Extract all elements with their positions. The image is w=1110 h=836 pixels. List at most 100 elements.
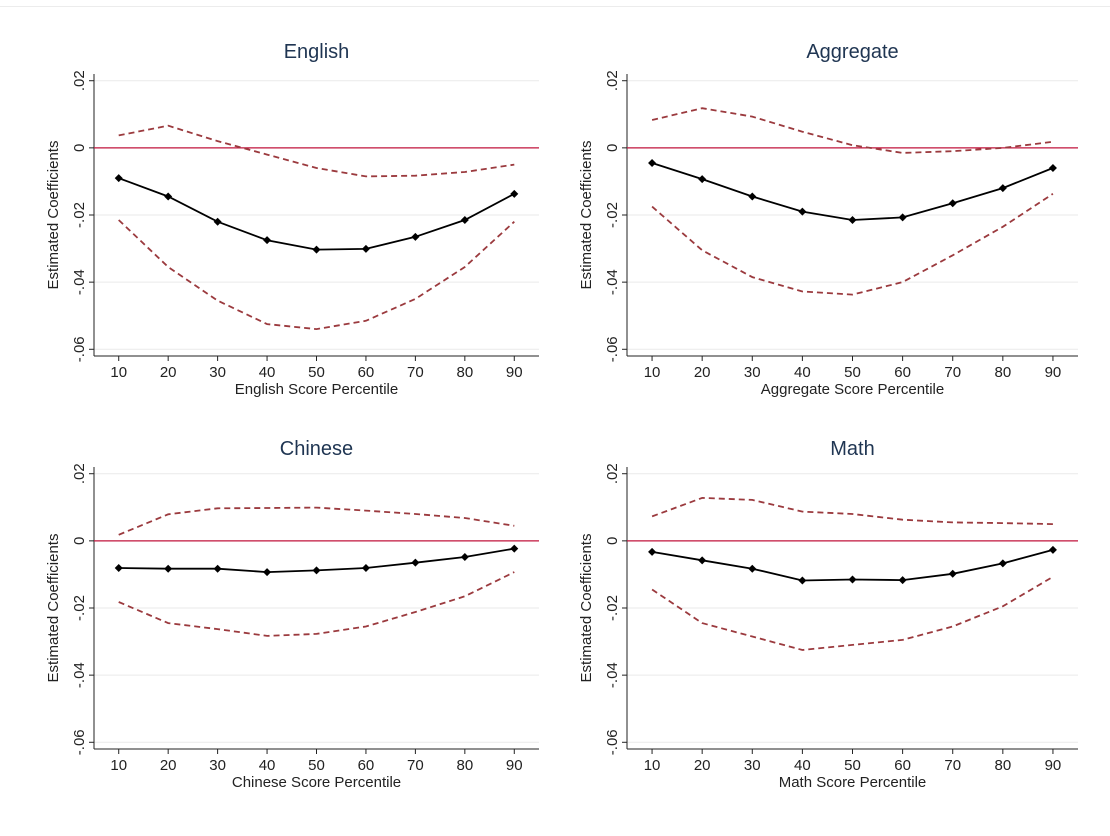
aggregate-x-tick-label: 20	[694, 364, 711, 381]
english-x-tick-label: 30	[209, 364, 226, 381]
english-lower-ci-line	[118, 219, 515, 331]
math-x-tick-label: 70	[944, 757, 961, 774]
aggregate-y-tick-label: 0	[604, 144, 621, 152]
math-y-axis-label: Estimated Coefficients	[578, 534, 595, 683]
english-x-tick-label: 20	[160, 364, 177, 381]
math-y-tick-label: .02	[604, 463, 621, 484]
math-x-tick-label: 50	[844, 757, 861, 774]
chinese-upper-ci-line	[118, 506, 515, 536]
top-divider	[0, 6, 1110, 7]
aggregate-estimate-point	[648, 158, 657, 167]
english-x-tick-label: 90	[506, 364, 523, 381]
math-lower-ci-line	[651, 576, 1054, 651]
aggregate-y-tick-label: -.02	[604, 202, 621, 228]
chinese-y-tick-label: -.06	[71, 729, 88, 755]
math-estimate-point	[848, 575, 857, 584]
chinese-x-tick-label: 80	[456, 757, 473, 774]
chinese-lower-ci-line	[118, 571, 515, 637]
aggregate-estimate-line	[651, 162, 1054, 221]
aggregate-x-tick-label: 90	[1045, 364, 1062, 381]
aggregate-x-tick-label: 40	[794, 364, 811, 381]
math-upper-ci-line	[651, 496, 1053, 525]
aggregate-lower-ci-line	[651, 193, 1054, 296]
english-x-tick-label: 10	[110, 364, 127, 381]
math-chart-title: Math	[830, 438, 874, 460]
english-y-tick-label: -.06	[71, 336, 88, 362]
chinese-x-tick-label: 20	[160, 757, 177, 774]
chinese-x-axis-label: Chinese Score Percentile	[232, 774, 401, 791]
math-y-tick-label: -.02	[604, 595, 621, 621]
chinese-estimate-point	[361, 564, 370, 573]
aggregate-x-tick-label: 60	[894, 364, 911, 381]
english-x-tick-label: 50	[308, 364, 325, 381]
math-estimate-point	[1048, 545, 1057, 554]
aggregate-estimate-point	[848, 216, 857, 225]
english-x-axis-label: English Score Percentile	[235, 381, 398, 398]
chinese-x-tick-label: 60	[358, 757, 375, 774]
chinese-x-tick-label: 10	[110, 757, 127, 774]
math-y-tick-label: 0	[604, 537, 621, 545]
aggregate-estimate-point	[798, 207, 807, 216]
chinese-y-tick-label: 0	[71, 537, 88, 545]
math-estimate-point	[748, 564, 757, 573]
aggregate-x-axis-label: Aggregate Score Percentile	[761, 381, 944, 398]
aggregate-estimate-point	[748, 192, 757, 201]
chinese-y-tick-label: -.02	[71, 595, 88, 621]
english-upper-ci-line	[118, 124, 515, 178]
aggregate-estimate-point	[898, 213, 907, 222]
aggregate-x-tick-label: 10	[644, 364, 661, 381]
aggregate-upper-ci-line	[651, 107, 1054, 154]
english-estimate-point	[361, 244, 370, 253]
english-chart-title: English	[284, 41, 350, 63]
chinese-estimate-point	[510, 544, 519, 553]
math-x-tick-label: 10	[644, 757, 661, 774]
english-estimate-point	[213, 217, 222, 226]
english-y-tick-label: 0	[71, 144, 88, 152]
math-y-tick-label: -.04	[604, 662, 621, 688]
aggregate-estimate-point	[698, 175, 707, 184]
math-estimate-point	[998, 559, 1007, 568]
chinese-y-axis-label: Estimated Coefficients	[45, 534, 62, 683]
math-x-tick-label: 60	[894, 757, 911, 774]
math-x-axis-label: Math Score Percentile	[779, 774, 927, 791]
chinese-estimate-point	[213, 564, 222, 573]
english-estimate-line	[118, 177, 515, 251]
math-panel: .02 0 -.02 -.04 -.06 10 20 30 40 50 60 70 80 90 Math Ma…	[578, 438, 1078, 791]
aggregate-panel: .02 0 -.02 -.04 -.06 10 20 30 40 50 60 70 80 90 Aggreg…	[578, 41, 1078, 398]
aggregate-estimate-point	[948, 199, 957, 208]
english-y-tick-label: .02	[71, 70, 88, 91]
chinese-x-tick-label: 30	[209, 757, 226, 774]
aggregate-y-axis-label: Estimated Coefficients	[578, 141, 595, 290]
math-x-tick-label: 30	[744, 757, 761, 774]
chinese-estimate-point	[312, 566, 321, 575]
chinese-y-tick-label: .02	[71, 463, 88, 484]
chinese-estimate-point	[460, 552, 469, 561]
aggregate-estimate-point	[998, 184, 1007, 193]
aggregate-y-tick-label: .02	[604, 70, 621, 91]
english-estimate-point	[312, 245, 321, 254]
english-y-tick-label: -.04	[71, 269, 88, 295]
math-estimate-point	[898, 576, 907, 585]
english-y-axis-label: Estimated Coefficients	[45, 141, 62, 290]
english-estimate-point	[411, 232, 420, 241]
english-x-tick-label: 60	[358, 364, 375, 381]
math-x-tick-label: 40	[794, 757, 811, 774]
math-x-tick-label: 90	[1045, 757, 1062, 774]
aggregate-x-tick-label: 70	[944, 364, 961, 381]
english-estimate-point	[164, 192, 173, 201]
english-y-tick-label: -.02	[71, 202, 88, 228]
aggregate-y-tick-label: -.04	[604, 269, 621, 295]
english-estimate-point	[460, 216, 469, 225]
math-y-tick-label: -.06	[604, 729, 621, 755]
math-estimate-point	[948, 569, 957, 578]
chinese-chart-title: Chinese	[280, 438, 353, 460]
math-estimate-point	[648, 547, 657, 556]
chinese-estimate-point	[114, 564, 123, 573]
chinese-x-tick-label: 50	[308, 757, 325, 774]
english-x-tick-label: 40	[259, 364, 276, 381]
aggregate-x-tick-label: 80	[994, 364, 1011, 381]
aggregate-chart-title: Aggregate	[806, 41, 898, 63]
math-estimate-point	[798, 576, 807, 585]
chinese-estimate-point	[411, 558, 420, 567]
